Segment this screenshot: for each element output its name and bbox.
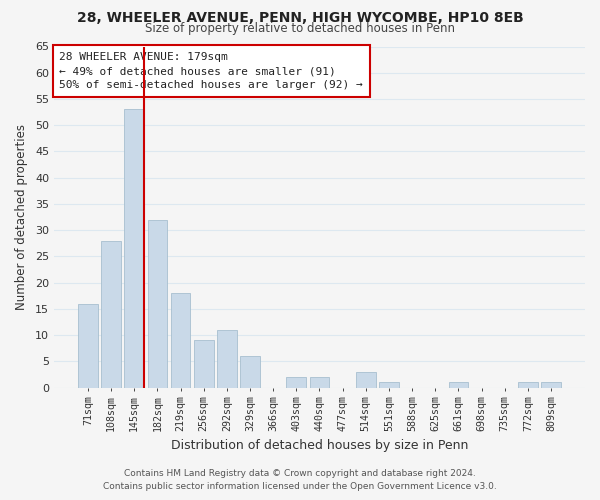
Bar bbox=[217, 330, 236, 388]
Bar bbox=[379, 382, 399, 388]
Bar bbox=[101, 240, 121, 388]
Bar bbox=[449, 382, 468, 388]
Bar bbox=[356, 372, 376, 388]
Text: Size of property relative to detached houses in Penn: Size of property relative to detached ho… bbox=[145, 22, 455, 35]
Bar bbox=[518, 382, 538, 388]
Text: Contains HM Land Registry data © Crown copyright and database right 2024.
Contai: Contains HM Land Registry data © Crown c… bbox=[103, 470, 497, 491]
Bar bbox=[148, 220, 167, 388]
Text: 28 WHEELER AVENUE: 179sqm
← 49% of detached houses are smaller (91)
50% of semi-: 28 WHEELER AVENUE: 179sqm ← 49% of detac… bbox=[59, 52, 363, 90]
Bar bbox=[124, 110, 144, 388]
X-axis label: Distribution of detached houses by size in Penn: Distribution of detached houses by size … bbox=[171, 440, 468, 452]
Bar bbox=[310, 377, 329, 388]
Bar bbox=[240, 356, 260, 388]
Bar bbox=[286, 377, 306, 388]
Bar bbox=[541, 382, 561, 388]
Bar bbox=[170, 293, 190, 388]
Y-axis label: Number of detached properties: Number of detached properties bbox=[15, 124, 28, 310]
Bar bbox=[194, 340, 214, 388]
Bar bbox=[78, 304, 98, 388]
Text: 28, WHEELER AVENUE, PENN, HIGH WYCOMBE, HP10 8EB: 28, WHEELER AVENUE, PENN, HIGH WYCOMBE, … bbox=[77, 11, 523, 25]
